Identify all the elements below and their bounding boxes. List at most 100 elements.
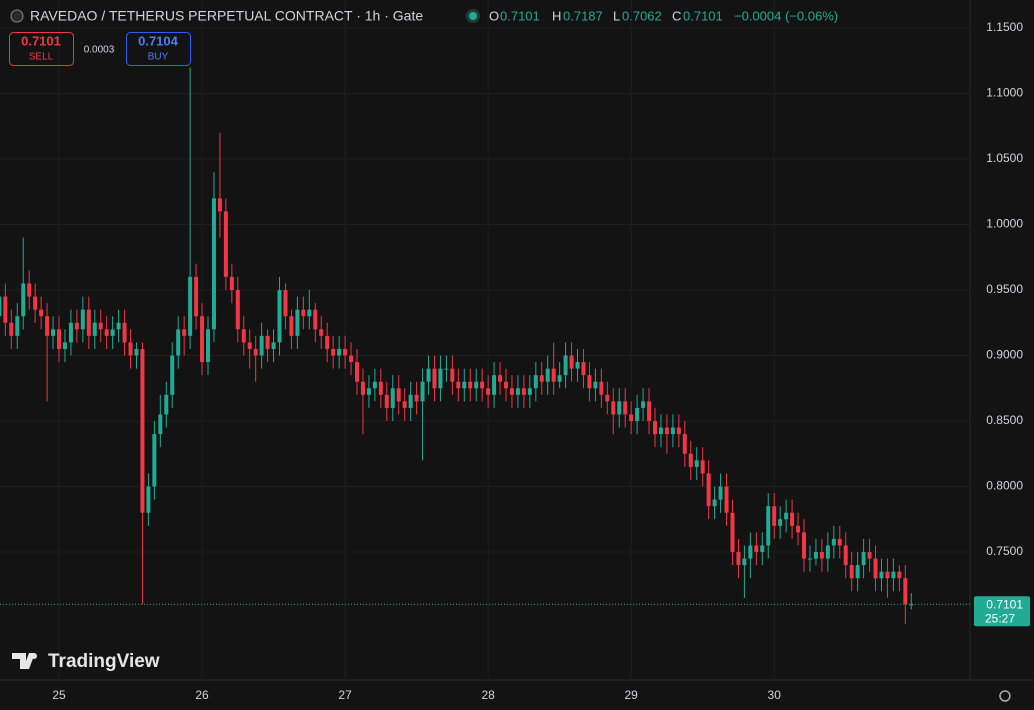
candle-body [414, 394, 419, 402]
candle-body [551, 368, 556, 382]
candle-body [0, 296, 2, 317]
candle-body [116, 322, 121, 330]
candle-body [206, 329, 210, 363]
candle-body [587, 375, 592, 389]
candle-body [825, 545, 830, 559]
candle-body [408, 394, 413, 408]
candle-body [772, 506, 777, 526]
candle-body [617, 401, 622, 415]
candle-body [670, 427, 675, 435]
candle-body [325, 335, 330, 349]
candle-body [355, 362, 359, 382]
candle-body [152, 434, 157, 487]
candle-body [450, 368, 455, 382]
candle-body [635, 407, 640, 422]
logo-dot [31, 653, 37, 659]
candle-body [796, 525, 801, 533]
candle-body [641, 401, 646, 408]
candle-body [498, 375, 503, 382]
candle-body [378, 381, 383, 395]
candle-body [647, 401, 652, 422]
candle-body [897, 571, 902, 579]
candle-body [444, 368, 449, 370]
candle-body [599, 381, 604, 395]
candle-body [235, 290, 240, 330]
candle-body [128, 342, 133, 356]
candle-body [843, 545, 848, 566]
candle-body [390, 388, 395, 408]
candle-body [295, 309, 300, 336]
candle-body [80, 309, 85, 330]
candle-body [784, 512, 789, 520]
candle-body [462, 381, 467, 389]
candle-body [253, 348, 258, 356]
buy-button[interactable] [126, 32, 191, 66]
sell-label[interactable]: SELL [29, 52, 54, 63]
candle-body [563, 355, 568, 376]
candle-body [557, 375, 562, 382]
logo-mark [12, 653, 35, 669]
x-tick-label: 29 [624, 688, 638, 702]
candle-body [98, 322, 103, 330]
candle-body [289, 316, 294, 336]
candle-body [766, 506, 771, 546]
x-tick-label: 27 [338, 688, 352, 702]
candle-body [110, 329, 115, 336]
candle-body [802, 532, 806, 559]
candle-body [533, 375, 538, 389]
candle-body [229, 276, 234, 291]
candle-body [891, 571, 896, 579]
buy-label[interactable]: BUY [148, 52, 169, 63]
candle-body [366, 388, 371, 395]
candle-body [122, 322, 127, 343]
grid: 0.7500 0.8000 0.8500 0.9000 0.9500 1.0000 1.05… [0, 0, 1023, 702]
candle-body [748, 545, 753, 559]
candle-body [164, 394, 169, 415]
candle-body [188, 276, 193, 336]
candle-body [873, 558, 878, 579]
candle-body [885, 571, 890, 579]
candle-body [432, 368, 437, 389]
sell-price[interactable]: 0.7101 [21, 33, 61, 48]
y-tick-label: 0.9500 [986, 282, 1023, 296]
x-tick-label: 28 [481, 688, 495, 702]
candle-body [623, 401, 628, 415]
candle-body [349, 355, 354, 363]
candle-body [223, 211, 228, 277]
candle-body [86, 309, 91, 336]
candle-body [575, 362, 580, 369]
candle-body [182, 329, 187, 336]
candle-body [57, 329, 61, 349]
buy-price[interactable]: 0.7104 [138, 33, 179, 48]
settings-icon[interactable] [999, 690, 1011, 702]
sell-button[interactable] [9, 32, 74, 66]
y-tick-label: 0.8000 [986, 479, 1023, 493]
candle-body [134, 348, 139, 356]
open-value: 0.7101 [500, 8, 540, 23]
candle-body [504, 381, 508, 389]
candle-body [21, 283, 26, 317]
last-price-tag [974, 596, 1030, 627]
candle-body [903, 578, 908, 605]
candle-body [33, 296, 38, 310]
y-tick-label: 0.9000 [986, 348, 1023, 362]
candle-body [104, 329, 109, 336]
candle-body [605, 394, 610, 402]
candle-body [313, 309, 318, 330]
candle-body [831, 538, 836, 546]
candle-body [700, 460, 705, 474]
symbol-icon [10, 9, 24, 23]
y-tick-label: 1.1000 [986, 86, 1023, 100]
candle-body [480, 381, 485, 389]
candle-body [539, 375, 544, 382]
candle-body [92, 322, 97, 336]
candle-body [265, 335, 270, 349]
candle-body [372, 381, 377, 389]
close-label: C [672, 8, 681, 23]
candle-body [45, 316, 50, 336]
low-label: L [613, 8, 620, 23]
status-dot [469, 12, 477, 20]
